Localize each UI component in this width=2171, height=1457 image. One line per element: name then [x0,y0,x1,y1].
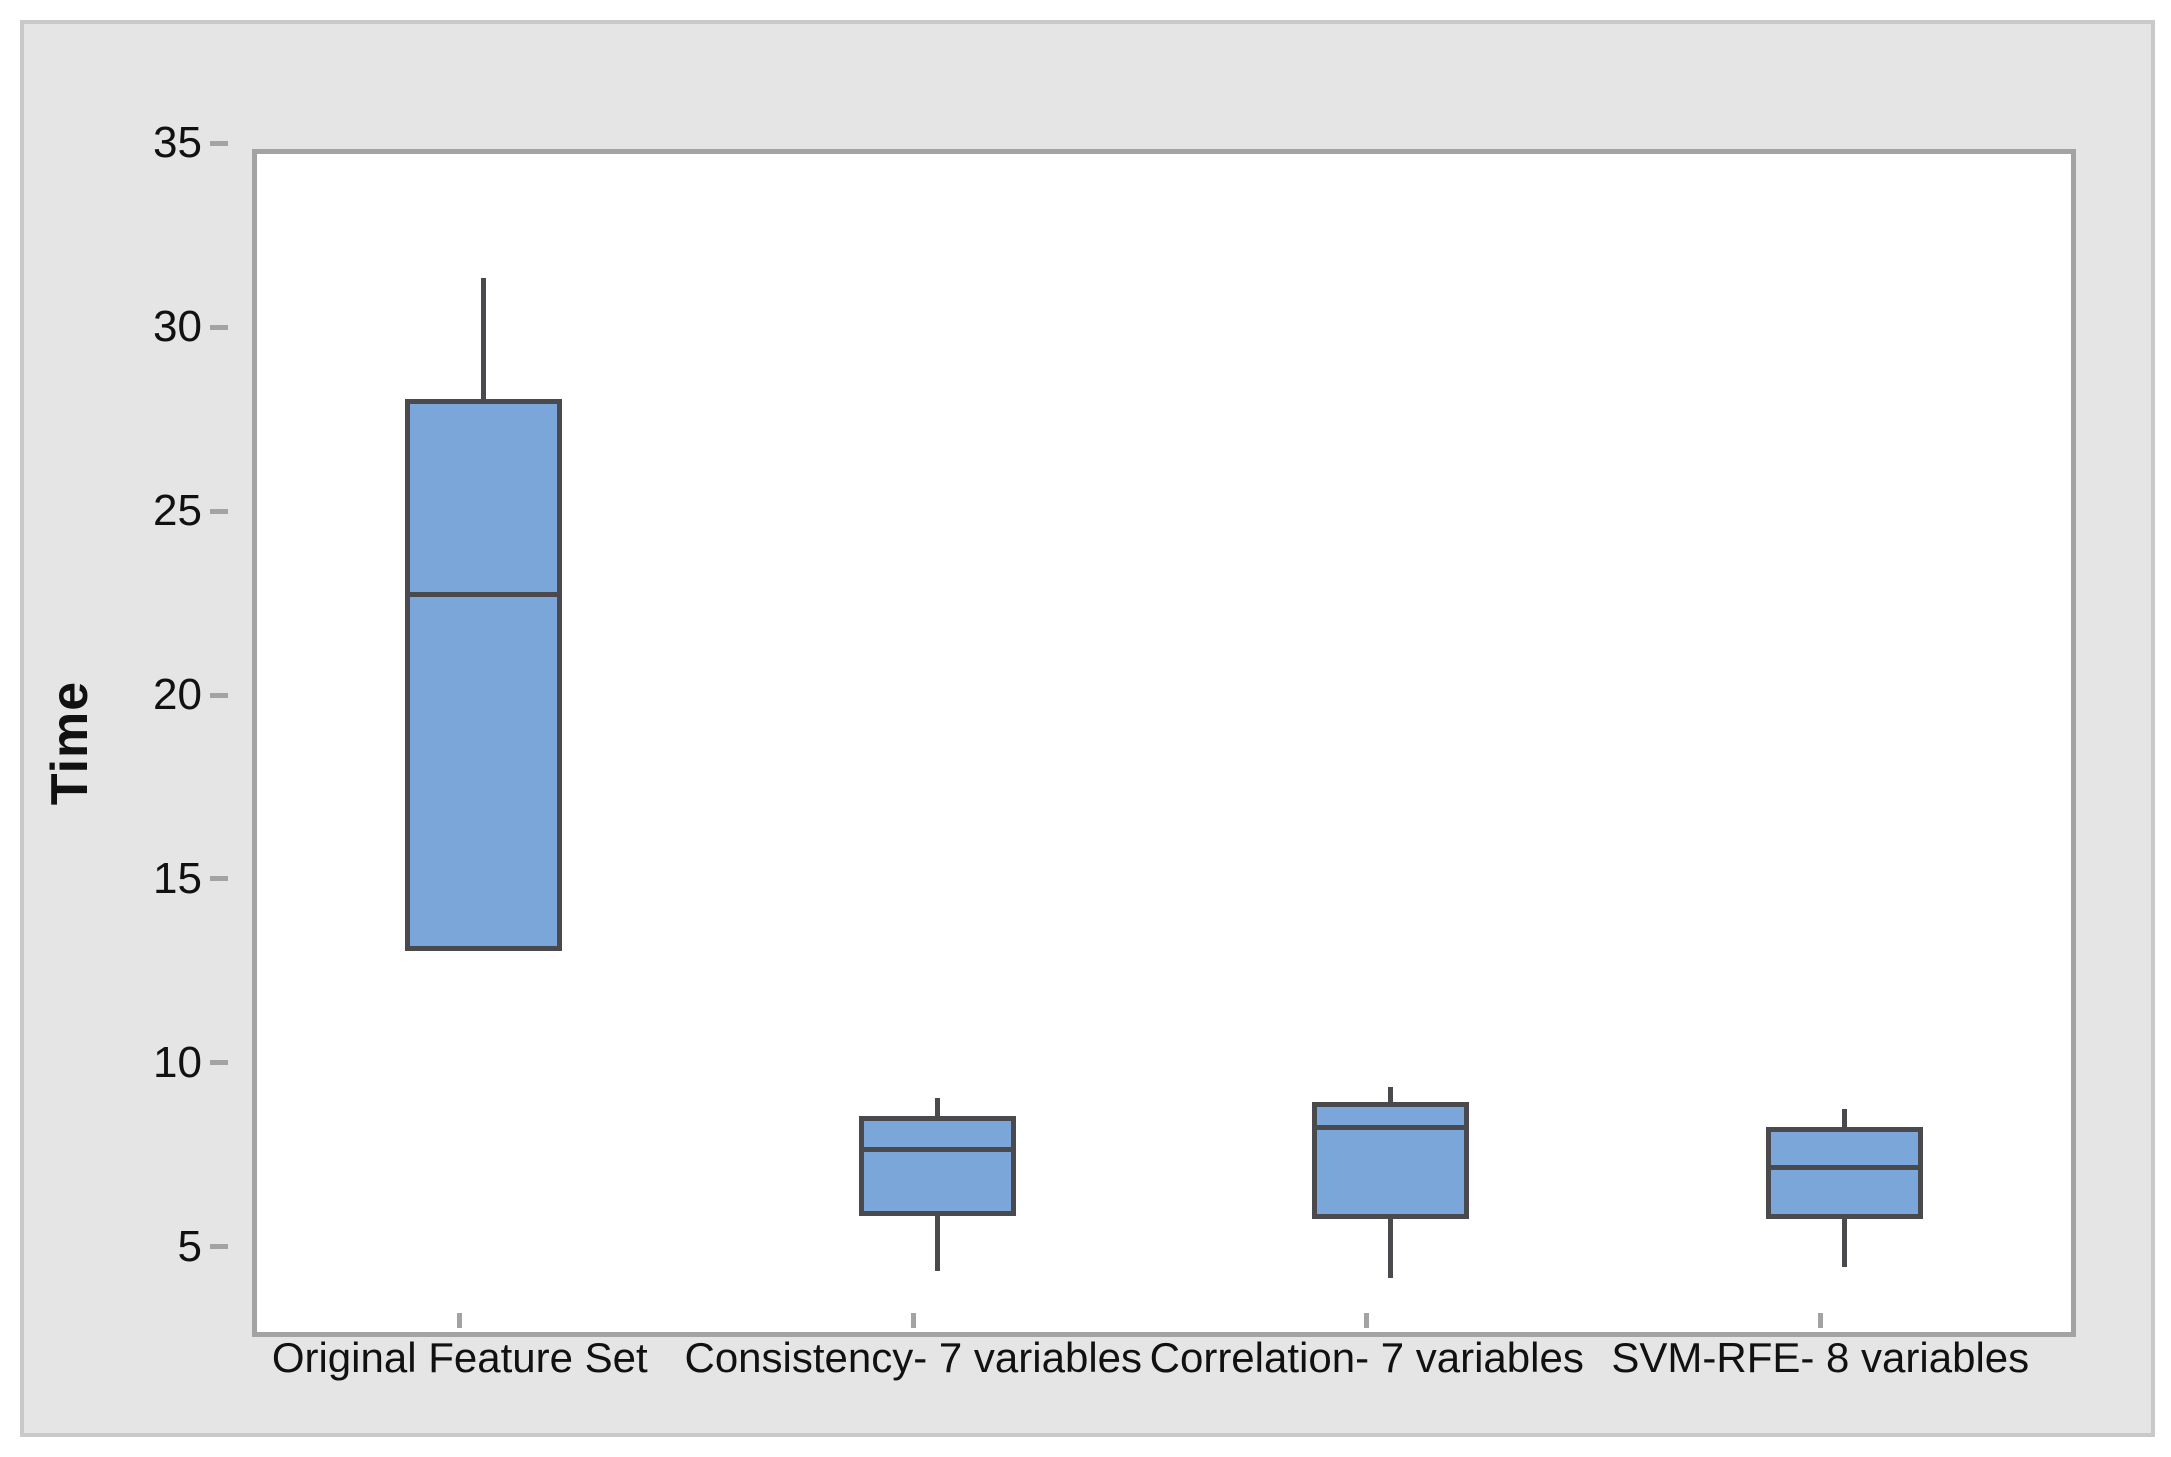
upper-whisker [481,277,487,400]
x-category-label: Correlation- 7 variables [1149,1334,1584,1381]
x-tick-mark [1817,1313,1823,1328]
median-line [410,591,558,597]
figure-background: Time 5 10 15 20 25 30 35 Original Feature Set Co… [20,20,2155,1437]
y-tick-mark [210,876,228,882]
y-tick-mark [210,1244,228,1250]
iqr-box [405,399,563,951]
lower-whisker [1841,1219,1847,1268]
lower-whisker [934,1215,940,1271]
y-tick-mark [210,692,228,698]
x-tick-mark [910,1313,916,1328]
x-category-label: Consistency- 7 variables [684,1334,1143,1381]
upper-whisker [1388,1086,1394,1102]
x-category-label: Original Feature Set [271,1334,648,1381]
x-tick-mark [457,1313,463,1328]
y-tick-label: 15 [153,853,202,903]
y-tick-label: 5 [177,1221,202,1271]
x-category-label: SVM-RFE- 8 variables [1611,1334,2030,1381]
iqr-box [1312,1101,1470,1220]
y-tick-label: 10 [153,1037,202,1087]
y-tick-mark [210,508,228,514]
y-tick-label: 35 [153,118,202,168]
median-line [1317,1124,1465,1130]
iqr-box [858,1116,1016,1216]
y-tick-mark [210,1060,228,1066]
median-line [863,1146,1011,1152]
y-tick-label: 25 [153,486,202,536]
y-tick-mark [210,140,228,146]
y-tick-label: 30 [153,302,202,352]
upper-whisker [934,1097,940,1117]
upper-whisker [1841,1108,1847,1128]
iqr-box [1765,1127,1923,1220]
lower-whisker [1388,1219,1394,1279]
plot-area [252,149,2076,1337]
y-tick-label: 20 [153,670,202,720]
x-tick-mark [1364,1313,1370,1328]
y-tick-mark [210,324,228,330]
y-axis-title-text: Time [41,680,99,806]
median-line [1770,1165,1918,1171]
